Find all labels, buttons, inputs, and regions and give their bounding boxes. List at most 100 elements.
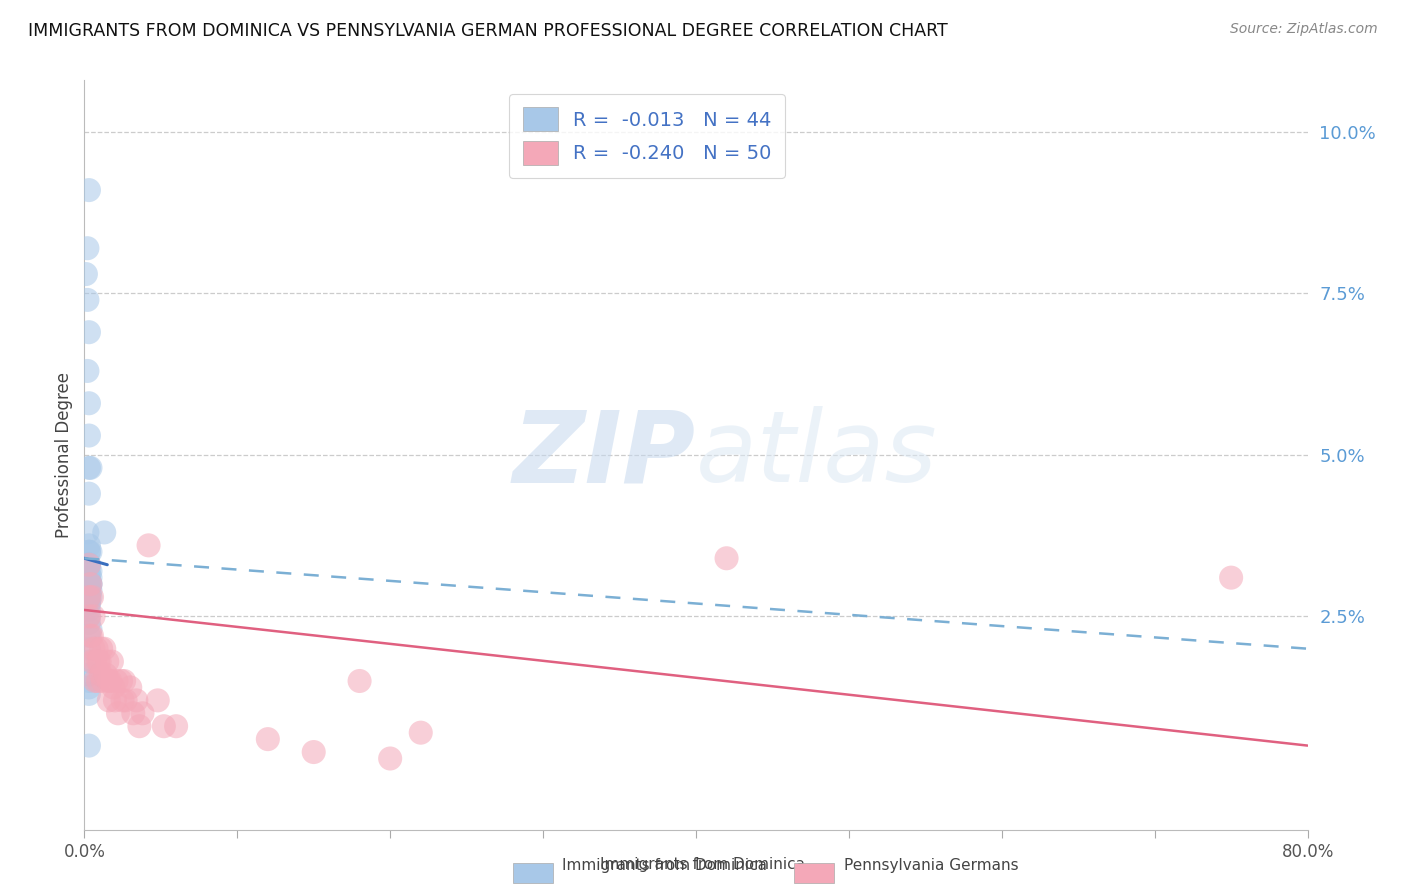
Point	[80, 629, 103, 643]
Text: IMMIGRANTS FROM DOMINICA VS PENNSYLVANIA GERMAN PROFESSIONAL DEGREE CORRELATION : IMMIGRANTS FROM DOMINICA VS PENNSYLVANIA…	[28, 22, 948, 40]
Text: Pennsylvania Germans: Pennsylvania Germans	[844, 858, 1018, 873]
Point	[131, 706, 153, 721]
Point	[79, 571, 101, 585]
Point	[101, 655, 124, 669]
Point	[257, 732, 280, 747]
Point	[76, 241, 98, 255]
Point	[77, 558, 100, 572]
Point	[83, 609, 105, 624]
Point	[77, 609, 100, 624]
Point	[77, 615, 100, 630]
Text: Immigrants from Dominica: Immigrants from Dominica	[600, 857, 806, 872]
Point	[77, 460, 100, 475]
Point	[349, 673, 371, 688]
Point	[79, 583, 101, 598]
Point	[90, 641, 112, 656]
Point	[380, 751, 402, 765]
Point	[122, 706, 145, 721]
Point	[98, 673, 121, 688]
Point	[79, 577, 101, 591]
Point	[77, 603, 100, 617]
Point	[302, 745, 325, 759]
Point	[114, 693, 136, 707]
Point	[125, 693, 148, 707]
Point	[79, 590, 101, 604]
Point	[111, 693, 134, 707]
Legend: R =  -0.013   N = 44, R =  -0.240   N = 50: R = -0.013 N = 44, R = -0.240 N = 50	[509, 94, 785, 178]
Point	[93, 525, 115, 540]
Point	[77, 428, 100, 442]
Point	[128, 719, 150, 733]
Point	[77, 667, 100, 681]
Point	[77, 577, 100, 591]
Point	[93, 641, 115, 656]
Point	[77, 597, 100, 611]
Point	[79, 629, 101, 643]
Point	[1220, 571, 1243, 585]
Y-axis label: Professional Degree: Professional Degree	[55, 372, 73, 538]
Point	[77, 183, 100, 197]
Point	[77, 687, 100, 701]
Point	[84, 655, 107, 669]
Point	[79, 564, 101, 578]
Point	[77, 396, 100, 410]
Point	[79, 577, 101, 591]
Text: Source: ZipAtlas.com: Source: ZipAtlas.com	[1230, 22, 1378, 37]
Point	[80, 655, 103, 669]
Point	[77, 641, 100, 656]
Point	[77, 590, 100, 604]
Point	[91, 673, 114, 688]
Point	[83, 641, 105, 656]
Point	[146, 693, 169, 707]
Point	[87, 673, 110, 688]
Point	[77, 583, 100, 598]
Point	[77, 629, 100, 643]
Point	[76, 364, 98, 378]
Point	[716, 551, 738, 566]
Point	[84, 673, 107, 688]
Point	[96, 655, 118, 669]
Point	[77, 655, 100, 669]
Text: ZIP: ZIP	[513, 407, 696, 503]
Point	[77, 673, 100, 688]
Point	[77, 325, 100, 339]
Point	[97, 693, 120, 707]
Point	[107, 706, 129, 721]
Point	[103, 681, 125, 695]
Point	[90, 667, 112, 681]
Point	[104, 693, 127, 707]
Point	[75, 267, 97, 281]
Text: atlas: atlas	[696, 407, 938, 503]
Point	[87, 655, 110, 669]
Point	[77, 597, 100, 611]
Point	[77, 545, 100, 559]
Point	[165, 719, 187, 733]
Point	[77, 558, 100, 572]
Point	[76, 525, 98, 540]
Point	[77, 571, 100, 585]
Point	[94, 667, 117, 681]
Point	[77, 538, 100, 552]
Point	[86, 641, 108, 656]
Point	[79, 623, 101, 637]
Point	[77, 739, 100, 753]
Text: Immigrants from Dominica: Immigrants from Dominica	[562, 858, 768, 873]
Point	[77, 545, 100, 559]
Point	[105, 673, 128, 688]
Point	[77, 609, 100, 624]
Point	[110, 673, 132, 688]
Point	[138, 538, 160, 552]
Point	[77, 558, 100, 572]
Point	[153, 719, 176, 733]
Point	[97, 673, 120, 688]
Point	[76, 293, 98, 307]
Point	[79, 577, 101, 591]
Point	[409, 725, 432, 739]
Point	[77, 590, 100, 604]
Point	[112, 673, 135, 688]
Point	[120, 681, 142, 695]
Point	[77, 486, 100, 500]
Point	[89, 655, 111, 669]
Point	[77, 681, 100, 695]
Point	[77, 564, 100, 578]
